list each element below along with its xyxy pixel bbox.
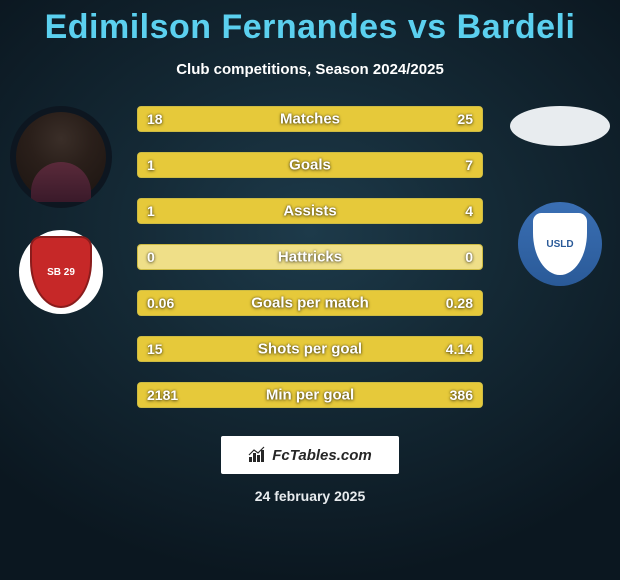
stat-value-right: 4.14 — [446, 341, 473, 357]
content: Edimilson Fernandes vs Bardeli Club comp… — [0, 0, 620, 580]
stat-row: Shots per goal 15 4.14 — [137, 336, 483, 362]
site-attribution[interactable]: FcTables.com — [221, 436, 399, 474]
site-label: FcTables.com — [272, 447, 371, 464]
shield-icon: SB 29 — [30, 236, 92, 308]
stat-value-left: 0 — [147, 249, 155, 265]
stat-row: Assists 1 4 — [137, 198, 483, 224]
stat-value-right: 4 — [465, 203, 473, 219]
stat-row: Hattricks 0 0 — [137, 244, 483, 270]
stat-value-right: 0 — [465, 249, 473, 265]
stats-area: SB 29 USLD Matches 18 25 Goals 1 7 Assists 1 4 Ha… — [0, 106, 620, 408]
stat-value-left: 1 — [147, 203, 155, 219]
right-club-crest: USLD — [518, 202, 602, 286]
left-player-avatar — [10, 106, 112, 208]
stat-row: Goals per match 0.06 0.28 — [137, 290, 483, 316]
bar-fill-right — [207, 199, 482, 223]
stat-row: Goals 1 7 — [137, 152, 483, 178]
stat-value-left: 1 — [147, 157, 155, 173]
stat-row: Min per goal 2181 386 — [137, 382, 483, 408]
left-player-column: SB 29 — [10, 106, 112, 314]
page-title: Edimilson Fernandes vs Bardeli — [45, 8, 576, 47]
stat-label: Matches — [280, 111, 340, 128]
stat-value-right: 0.28 — [446, 295, 473, 311]
stat-row: Matches 18 25 — [137, 106, 483, 132]
person-silhouette-icon — [16, 112, 106, 202]
right-player-avatar — [510, 106, 610, 146]
stat-label: Goals — [289, 157, 331, 174]
stat-label: Shots per goal — [258, 341, 362, 358]
stat-label: Min per goal — [266, 387, 354, 404]
stat-value-right: 386 — [450, 387, 473, 403]
stat-bars: Matches 18 25 Goals 1 7 Assists 1 4 Hattricks 0 0 Go… — [137, 106, 483, 408]
bar-fill-left — [138, 153, 181, 177]
bar-chart-icon — [248, 446, 266, 464]
right-player-column: USLD — [510, 106, 610, 286]
stat-value-left: 2181 — [147, 387, 178, 403]
stat-value-left: 15 — [147, 341, 163, 357]
stat-value-left: 18 — [147, 111, 163, 127]
date-label: 24 february 2025 — [255, 488, 366, 504]
left-club-crest: SB 29 — [19, 230, 103, 314]
stat-label: Hattricks — [278, 249, 342, 266]
stat-value-left: 0.06 — [147, 295, 174, 311]
shield-icon: USLD — [533, 213, 587, 275]
stat-value-right: 25 — [457, 111, 473, 127]
stat-label: Assists — [283, 203, 336, 220]
bar-fill-right — [181, 153, 482, 177]
page-subtitle: Club competitions, Season 2024/2025 — [176, 61, 444, 78]
stat-value-right: 7 — [465, 157, 473, 173]
stat-label: Goals per match — [251, 295, 369, 312]
